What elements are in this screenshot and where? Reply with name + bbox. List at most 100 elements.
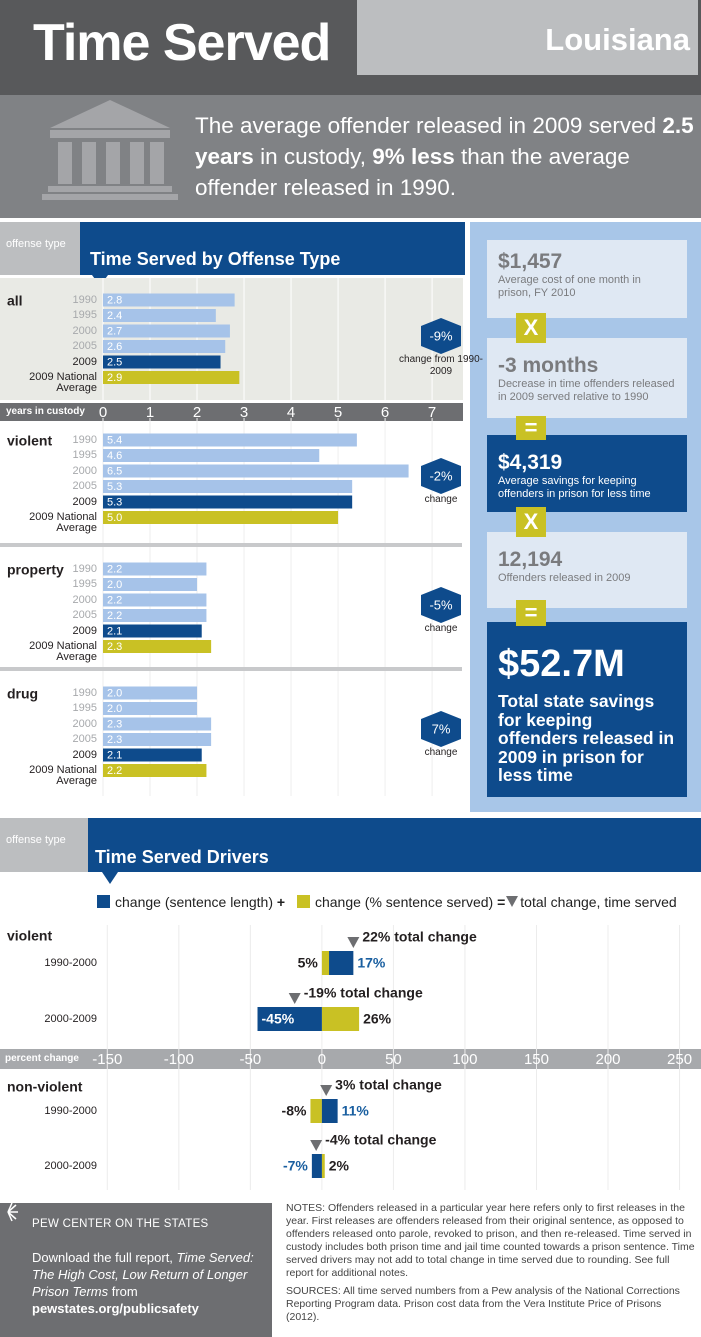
separator — [0, 667, 462, 671]
row-label: 2005 — [72, 609, 97, 621]
legend-label: total change, time served — [520, 894, 677, 910]
bar — [103, 293, 235, 307]
operator: X — [516, 313, 546, 343]
change-note: change — [424, 623, 458, 634]
notes: NOTES: Offenders released in a particula… — [286, 1202, 696, 1324]
sources-text: SOURCES: All time served numbers from a … — [286, 1285, 680, 1323]
value-label: -8% — [282, 1103, 307, 1119]
legend: change (sentence length) + change (% sen… — [97, 894, 677, 910]
change-badge — [421, 318, 461, 354]
notes-text: NOTES: Offenders released in a particula… — [286, 1202, 695, 1279]
download-text: from — [108, 1284, 138, 1299]
total-marker — [320, 1085, 333, 1096]
value-label: 2.0 — [107, 703, 122, 715]
change-badge — [421, 587, 461, 623]
total-label: -4% total change — [325, 1132, 436, 1148]
x-tick-label: 7 — [428, 404, 436, 421]
row-label: 2009 — [72, 624, 97, 637]
savings-box: $52.7M Total state savings for keeping of… — [487, 622, 687, 797]
legend-swatch — [296, 895, 310, 908]
legend-operator: + — [276, 894, 286, 910]
savings-value: $4,319 — [498, 451, 563, 474]
bar — [103, 433, 357, 447]
value-label: 6.5 — [107, 465, 122, 477]
bar — [103, 480, 353, 493]
summary-highlight: 2.5 years — [195, 113, 694, 169]
value-label: 2.2 — [107, 563, 122, 575]
change-label: 7% — [432, 721, 451, 736]
change-label: -5% — [429, 597, 453, 612]
row-label: 2009 National Average — [29, 371, 97, 394]
corner-box — [0, 818, 88, 872]
bar-segment — [321, 951, 330, 975]
bar — [103, 340, 226, 353]
operator: = — [516, 600, 546, 626]
value-label: 2.3 — [107, 641, 122, 653]
row-label: 1995 — [72, 702, 97, 714]
change-badge — [421, 711, 461, 747]
x-axis-label: percent change — [5, 1053, 79, 1064]
value-label: 17% — [357, 955, 386, 971]
value-label: 11% — [342, 1103, 370, 1119]
bar — [103, 309, 216, 322]
x-tick-label: 1 — [146, 404, 154, 421]
x-tick-label: 2 — [193, 404, 201, 421]
row-label: 1990 — [72, 293, 97, 306]
legend-label: change (% sentence served) — [314, 894, 494, 910]
bar — [103, 324, 230, 338]
value-label: 2.0 — [107, 579, 122, 591]
row-label: 2009 — [72, 748, 97, 761]
group-label: non-violent — [7, 1079, 83, 1095]
group-label: drug — [7, 686, 38, 702]
value-label: 5.3 — [107, 481, 122, 493]
change-note: change — [424, 747, 458, 758]
report-url: pewstates.org/publicsafety — [32, 1301, 199, 1316]
bar — [103, 511, 339, 524]
bar-segment — [257, 1007, 322, 1031]
row-label: 1990 — [72, 433, 97, 446]
total-label: 3% total change — [335, 1077, 442, 1093]
bar — [103, 702, 198, 715]
change-note: change from 1990-2009 — [399, 354, 483, 377]
row-label: 1995 — [72, 578, 97, 590]
bar — [103, 593, 207, 607]
value-label: 2.2 — [107, 594, 122, 606]
x-tick-label: -50 — [240, 1051, 262, 1068]
bar — [103, 562, 207, 576]
bar — [103, 609, 207, 622]
savings-box: $1,457 Average cost of one month in priso… — [487, 240, 687, 318]
title-bar — [88, 818, 701, 872]
row-label: 1995 — [72, 449, 97, 461]
change-note: change — [424, 494, 458, 505]
x-tick-label: 200 — [595, 1051, 620, 1068]
state-box — [357, 0, 698, 75]
row-label: 2009 National Average — [29, 640, 97, 663]
group-label: violent — [7, 928, 52, 944]
x-tick-label: -150 — [92, 1051, 122, 1068]
category-label: 2000-2009 — [44, 1013, 97, 1025]
value-label: 2.1 — [107, 749, 122, 761]
chart-title: Time Served by Offense Type — [90, 249, 341, 269]
bar-segment — [310, 1099, 322, 1123]
savings-description: Decrease in time offenders released in 2… — [498, 378, 675, 403]
value-label: 2.2 — [107, 610, 122, 622]
x-tick-label: 0 — [318, 1051, 326, 1068]
value-label: 5% — [298, 955, 319, 971]
bar — [103, 748, 202, 762]
x-tick-label: 150 — [524, 1051, 549, 1068]
x-axis-label: years in custody — [6, 406, 85, 417]
separator — [0, 543, 462, 547]
legend-operator: = — [497, 894, 506, 910]
value-label: 5.4 — [107, 434, 122, 446]
value-label: 2.4 — [107, 310, 122, 322]
x-tick-label: 250 — [667, 1051, 692, 1068]
bar — [103, 733, 212, 746]
row-label: 2009 — [72, 355, 97, 368]
savings-value: -3 months — [498, 354, 599, 377]
value-label: -7% — [283, 1158, 308, 1174]
x-tick-label: -100 — [164, 1051, 194, 1068]
bar — [103, 640, 212, 653]
operator: X — [516, 507, 546, 537]
x-tick-label: 3 — [240, 404, 248, 421]
